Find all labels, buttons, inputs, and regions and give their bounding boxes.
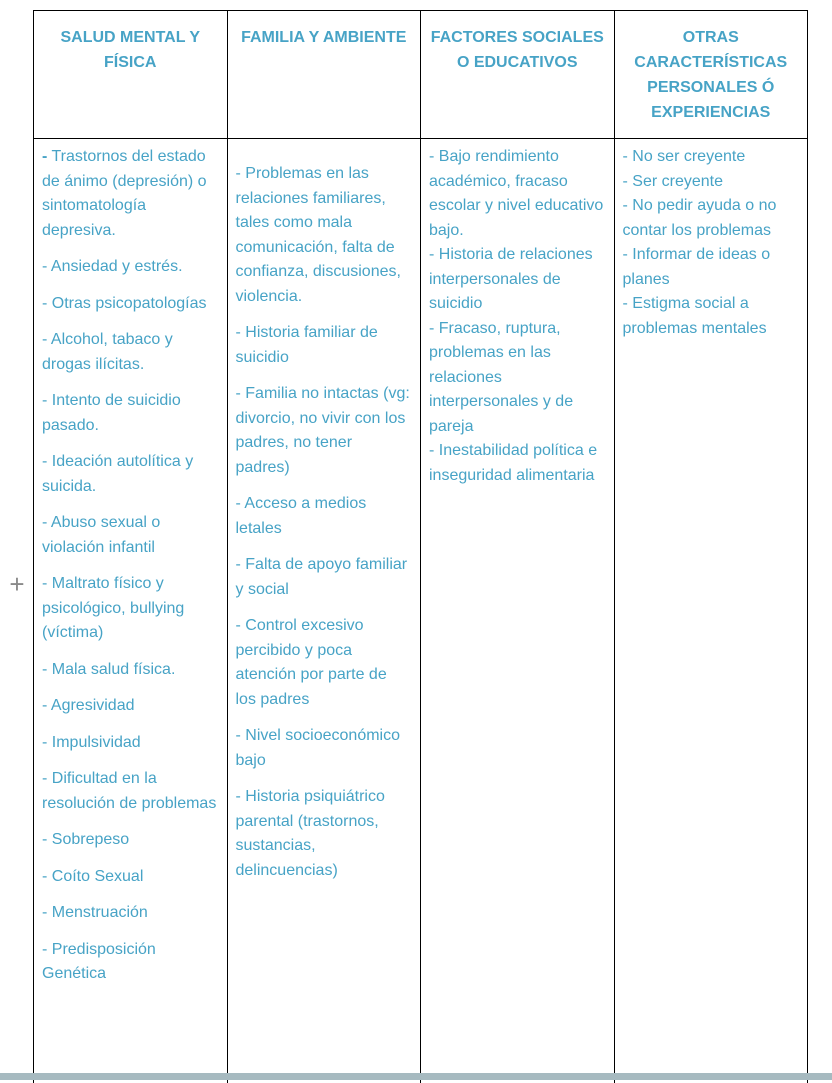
risk-item: - Ser creyente <box>622 172 723 190</box>
risk-item: - Acceso a medios letales <box>235 495 367 537</box>
risk-item: - Intento de suicidio pasado. <box>42 392 181 434</box>
risk-item: - Historia de relaciones interpersonales… <box>429 246 593 312</box>
column-header-salud-mental-fisica: SALUD MENTAL Y FÍSICA <box>33 10 228 139</box>
header-row: SALUD MENTAL Y FÍSICA FAMILIA Y AMBIENTE… <box>33 10 808 139</box>
risk-item: - Abuso sexual o violación infantil <box>42 514 161 556</box>
risk-item: - Menstruación <box>42 904 148 921</box>
risk-item: - Sobrepeso <box>42 831 130 848</box>
body-row: - Trastornos del estado de ánimo (depres… <box>33 138 808 1083</box>
risk-item: - Impulsividad <box>42 733 141 751</box>
risk-item: - Ansiedad y estrés. <box>42 258 183 275</box>
risk-item: - Inestabilidad política e inseguridad a… <box>429 442 598 484</box>
risk-item: - Bajo rendimiento académico, fracaso es… <box>429 148 604 239</box>
risk-item: - Estigma social a problemas mentales <box>622 295 767 337</box>
cell-salud-mental-fisica: - Trastornos del estado de ánimo (depres… <box>33 138 228 1083</box>
risk-item: - Trastornos del estado de ánimo (depres… <box>42 148 207 239</box>
cell-otras-caracteristicas: - No ser creyente - Ser creyente - No pedi… <box>613 138 808 1083</box>
risk-item: - Falta de apoyo familiar y social <box>235 556 408 598</box>
risk-item: - Historia familiar de suicidio <box>235 324 378 366</box>
column-header-otras-caracteristicas: OTRAS CARACTERÍSTICAS PERSONALES Ó EXPER… <box>613 10 808 139</box>
risk-item: - Dificultad en la resolución de problem… <box>42 770 217 812</box>
risk-item: - Informar de ideas o planes <box>622 246 771 288</box>
risk-item: - No pedir ayuda o no contar los problem… <box>622 197 777 239</box>
risk-item: - Problemas en las relaciones familiares… <box>235 165 401 305</box>
risk-item: - Historia psiquiátrico parental (trasto… <box>235 788 385 879</box>
add-row-button[interactable]: + <box>9 569 25 599</box>
risk-item: - Control excesivo percibido y poca aten… <box>235 617 387 708</box>
risk-item: - Fracaso, ruptura, problemas en las rel… <box>429 319 574 435</box>
risk-item: - No ser creyente <box>622 148 746 165</box>
horizontal-scrollbar[interactable] <box>0 1073 832 1080</box>
cell-familia-ambiente: - Problemas en las relaciones familiares… <box>226 138 421 1083</box>
risk-item: - Alcohol, tabaco y drogas ilícitas. <box>42 331 173 373</box>
column-header-familia-ambiente: FAMILIA Y AMBIENTE <box>226 10 421 139</box>
risk-item: - Maltrato físico y psicológico, bullyin… <box>42 575 185 641</box>
risk-item: - Ideación autolítica y suicida. <box>42 453 194 495</box>
risk-item: - Otras psicopatologías <box>42 294 207 312</box>
cell-factores-sociales-educativos: - Bajo rendimiento académico, fracaso es… <box>420 138 615 1083</box>
risk-item: - Coíto Sexual <box>42 867 144 885</box>
risk-item: - Agresividad <box>42 697 135 714</box>
risk-item: - Nivel socioeconómico bajo <box>235 727 401 769</box>
risk-item: - Predisposición Genética <box>42 940 156 983</box>
column-header-factores-sociales-educativos: FACTORES SOCIALES O EDUCATIVOS <box>420 10 615 139</box>
risk-item: - Mala salud física. <box>42 660 176 678</box>
risk-item: - Familia no intactas (vg: divorcio, no … <box>235 385 410 476</box>
risk-factors-table: SALUD MENTAL Y FÍSICA FAMILIA Y AMBIENTE… <box>33 10 808 1083</box>
